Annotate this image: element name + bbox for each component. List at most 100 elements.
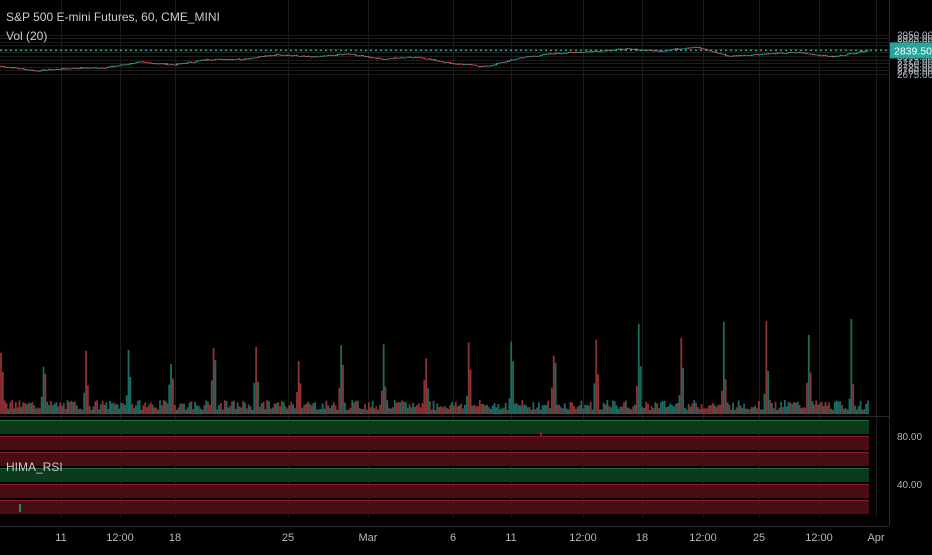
candle-body [746, 55, 749, 56]
candle-body [125, 64, 128, 66]
candle-body [277, 54, 280, 55]
volume-bar [562, 408, 564, 414]
candle-body [170, 64, 172, 66]
volume-bar [432, 400, 435, 414]
time-tick-label: Apr [867, 532, 884, 544]
candle-body [364, 55, 367, 57]
candle-body [244, 58, 246, 60]
candle-body [40, 69, 43, 72]
candle-body [103, 68, 106, 69]
time-tick-label: 6 [450, 532, 456, 544]
candle-body [578, 52, 581, 53]
volume-bar [292, 404, 294, 414]
volume-bar [735, 407, 738, 414]
volume-bar [863, 408, 866, 414]
volume-bar [212, 348, 215, 414]
volume-bar [600, 409, 603, 414]
volume-bar [632, 406, 635, 414]
candle-body [181, 63, 184, 65]
candle-body [453, 63, 455, 65]
candle-body [759, 54, 762, 55]
volume-bar [221, 409, 224, 414]
volume-bar [414, 406, 416, 414]
volume-bar [454, 401, 457, 414]
candle-body [85, 67, 87, 69]
candle-body [188, 61, 191, 63]
volume-bar [379, 404, 381, 414]
candle-body [556, 52, 559, 54]
candle-body [203, 59, 206, 61]
candle-body [421, 57, 424, 59]
volume-bar [157, 409, 160, 414]
volume-bar [318, 409, 320, 414]
volume-bar [857, 406, 860, 414]
volume-bar [120, 402, 123, 414]
volume-bar [220, 403, 222, 414]
volume-bar [597, 374, 600, 414]
candle-body [833, 56, 836, 58]
volume-bar [364, 403, 367, 414]
volume-bar [244, 402, 246, 414]
candle-body [229, 59, 232, 60]
volume-bar [835, 400, 838, 414]
volume-bar [565, 408, 568, 414]
volume-bar [131, 403, 134, 414]
time-tick-label: 11 [505, 532, 516, 544]
volume-bar [626, 407, 629, 414]
candle-body [770, 53, 773, 55]
candle-body [9, 67, 12, 69]
candle-body [227, 59, 230, 60]
candle-body [820, 55, 823, 57]
volume-bar [64, 409, 67, 414]
volume-bar [240, 407, 243, 414]
candle-body [706, 49, 709, 51]
volume-bar [138, 400, 141, 414]
candle-body [460, 63, 463, 65]
volume-bar [25, 404, 28, 414]
candle-body [273, 55, 276, 57]
volume-bar [584, 404, 587, 414]
candle-body [284, 55, 287, 56]
volume-bar [856, 409, 858, 414]
candle-body [192, 62, 195, 64]
volume-bar [512, 361, 514, 414]
volume-bar [848, 398, 851, 414]
volume-bar [149, 402, 152, 414]
candle-body [292, 55, 294, 57]
candle-body [502, 62, 505, 64]
volume-bar [761, 409, 764, 414]
candle-body [569, 51, 572, 53]
volume-bar [493, 403, 496, 414]
volume-bar [61, 406, 63, 414]
candle-body [593, 50, 596, 52]
volume-bar [14, 402, 17, 414]
candle-body [674, 48, 677, 50]
volume-bar [266, 400, 269, 414]
volume-bar [789, 402, 792, 414]
volume-bar [776, 409, 779, 414]
candle-body [395, 57, 398, 59]
candle-body [541, 54, 544, 56]
candle-body [90, 67, 93, 69]
volume-bar [390, 408, 392, 414]
volume-bar [506, 409, 509, 414]
candle-body [146, 62, 148, 64]
candle-body [656, 50, 659, 52]
candle-body [406, 56, 409, 58]
volume-bar [175, 409, 178, 414]
candle-body [245, 58, 248, 60]
candle-body [140, 61, 143, 63]
volume-bar [44, 373, 47, 414]
candle-body [197, 60, 200, 62]
candle-body [830, 55, 832, 57]
volume-bar [334, 405, 337, 414]
volume-bar [258, 407, 261, 414]
candle-body [735, 55, 738, 57]
candle-body [29, 69, 32, 71]
candle-body [116, 65, 119, 67]
volume-bar [325, 400, 328, 414]
candle-body [35, 70, 38, 72]
volume-bar [532, 402, 535, 414]
candle-body [251, 57, 254, 59]
